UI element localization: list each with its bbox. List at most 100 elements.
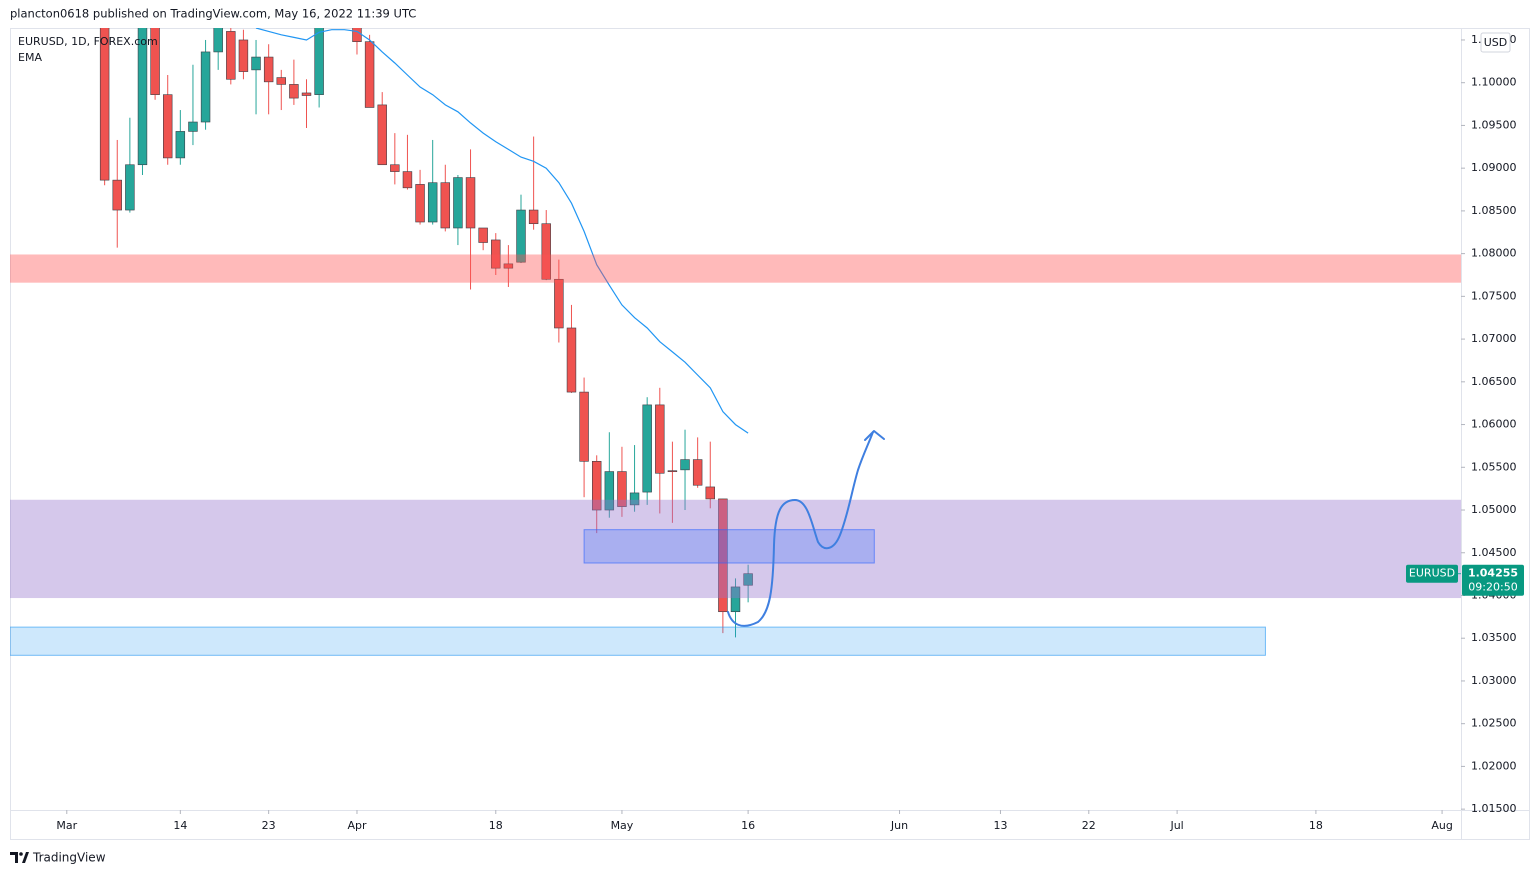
candle-body — [125, 164, 135, 211]
price-badge-value: 1.04255 — [1468, 567, 1518, 580]
candle-body — [528, 209, 539, 225]
x-tick-label: 18 — [489, 819, 503, 832]
price-badge-countdown: 09:20:50 — [1468, 581, 1517, 594]
candle-body — [402, 171, 413, 189]
y-tick-label: 1.03000 — [1471, 674, 1517, 687]
footer-brand: TradingView — [32, 851, 106, 865]
candle-body — [314, 28, 324, 95]
candle-body — [112, 179, 122, 211]
logo-part — [22, 852, 29, 863]
plot-area — [10, 0, 1461, 656]
candle-body — [226, 31, 236, 80]
candle-body — [516, 209, 526, 263]
y-tick-label: 1.10000 — [1471, 76, 1517, 89]
candle-body — [667, 470, 678, 473]
candle-body — [730, 586, 741, 613]
x-tick-label: May — [611, 819, 634, 832]
x-tick-label: 16 — [741, 819, 755, 832]
zone — [10, 626, 1266, 656]
candle-body — [289, 84, 299, 99]
candle-body — [692, 459, 703, 486]
candle-body — [579, 391, 589, 462]
candle-body — [629, 492, 640, 506]
candle-body — [503, 263, 514, 269]
candle-body — [137, 28, 148, 166]
arrow-head — [864, 430, 885, 441]
y-tick-label: 1.01500 — [1471, 802, 1517, 815]
x-tick-label: Aug — [1431, 819, 1452, 832]
candle-body — [364, 41, 375, 108]
y-tick-label: 1.04500 — [1471, 546, 1517, 559]
candle-body — [301, 92, 312, 96]
y-tick-label: 1.08000 — [1471, 247, 1517, 260]
candle-body — [617, 471, 627, 507]
candle-body — [377, 104, 387, 166]
symbol-badge-label: EURUSD — [1409, 567, 1455, 580]
candle-body — [175, 131, 186, 159]
overlay — [727, 430, 885, 627]
zone — [583, 529, 875, 564]
y-tick-label: 1.09500 — [1471, 118, 1517, 131]
y-tick-label: 1.07500 — [1471, 289, 1517, 302]
candle-body — [263, 56, 274, 83]
candle-body — [491, 239, 501, 269]
x-tick-label: Jun — [890, 819, 908, 832]
candle-body — [642, 404, 652, 493]
currency-label: USD — [1484, 36, 1508, 49]
candle-body — [276, 77, 286, 85]
y-tick-label: 1.09000 — [1471, 161, 1517, 174]
symbol-legend: EURUSD, 1D, FOREX.com — [18, 35, 158, 48]
candle-body — [705, 486, 715, 500]
candle-body — [478, 227, 488, 243]
candle-body — [352, 28, 362, 42]
candle-body — [541, 223, 551, 280]
zone — [10, 499, 1461, 599]
candle-body — [566, 327, 577, 393]
x-tick-label: 14 — [173, 819, 187, 832]
candle-body — [655, 404, 665, 474]
y-tick-label: 1.05500 — [1471, 460, 1517, 473]
candle-body — [200, 51, 211, 123]
logo-part — [19, 852, 23, 856]
candle-body — [327, 0, 336, 6]
ema-line — [255, 28, 749, 434]
symbol-badge — [1406, 564, 1458, 583]
y-tick-label: 1.02500 — [1471, 717, 1517, 730]
zone — [10, 254, 1461, 283]
x-tick-label: Mar — [56, 819, 77, 832]
candle-body — [188, 121, 198, 132]
x-tick-label: 22 — [1082, 819, 1096, 832]
x-tick-label: Apr — [347, 819, 367, 832]
candle-body — [554, 278, 564, 329]
candle-body — [99, 28, 110, 181]
x-tick-label: 23 — [262, 819, 276, 832]
y-tick-label: 1.06500 — [1471, 375, 1517, 388]
candle-body — [390, 164, 400, 172]
y-tick-label: 1.06000 — [1471, 418, 1517, 431]
y-tick-label: 1.05000 — [1471, 503, 1517, 516]
candle-body — [238, 39, 249, 72]
candle-body — [150, 28, 160, 95]
candle-body — [415, 184, 425, 223]
candle-body — [427, 182, 438, 223]
candle-body — [743, 573, 753, 586]
candle-body — [440, 182, 451, 229]
publish-header: plancton0618 published on TradingView.co… — [10, 7, 416, 21]
candle-body — [251, 56, 261, 71]
x-tick-label: 13 — [993, 819, 1007, 832]
x-tick-label: 18 — [1309, 819, 1323, 832]
currency-box — [1480, 32, 1511, 53]
logo-part — [10, 852, 18, 863]
y-tick-label: 1.02000 — [1471, 759, 1517, 772]
hand-drawn-path — [727, 431, 874, 627]
footer-logo — [10, 852, 29, 863]
y-tick-label: 1.07000 — [1471, 332, 1517, 345]
candle-body — [453, 177, 463, 229]
candle-body — [680, 459, 690, 471]
candle-body — [163, 94, 173, 159]
x-tick-label: Jul — [1169, 819, 1183, 832]
candle-body — [604, 471, 615, 511]
y-tick-label: 1.03500 — [1471, 631, 1517, 644]
candle-body — [718, 498, 728, 613]
